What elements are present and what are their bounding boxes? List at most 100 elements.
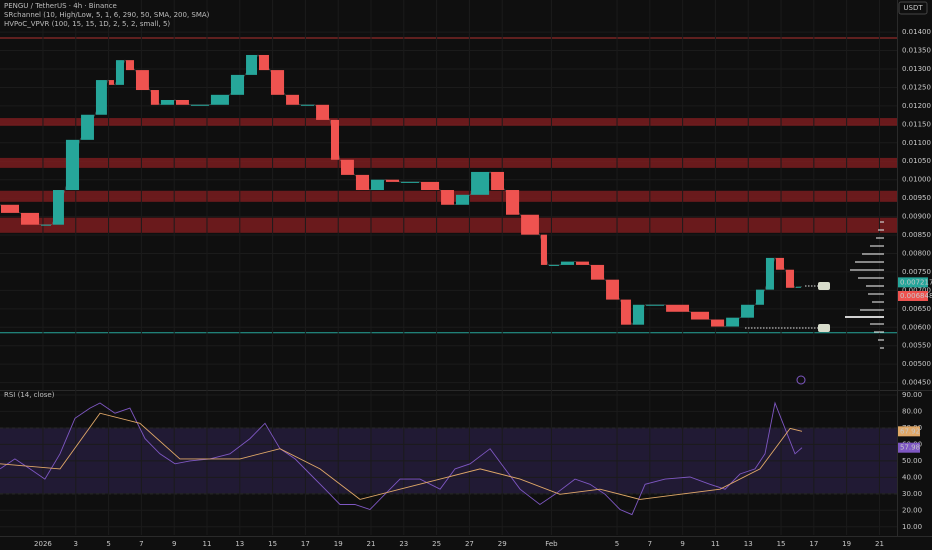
x-tick-label: Feb [545,540,558,548]
y-tick-label: 0.00650 [902,305,931,313]
candle [125,60,134,71]
candle [270,70,285,95]
candle [341,159,354,175]
candle [230,74,245,95]
candle [355,174,370,191]
x-tick-label: 15 [268,540,277,548]
candle [385,179,400,182]
currency-label[interactable]: USDT [903,4,923,12]
candle [666,304,690,312]
candle [41,224,51,226]
candle [160,99,175,105]
candle [471,171,490,195]
candle [646,304,665,306]
x-tick-label: 29 [498,540,507,548]
y-tick-label: 20.00 [902,506,922,514]
sr-zone [0,217,897,233]
candle [371,179,384,191]
candle [620,299,631,325]
x-tick-label: 11 [711,540,720,548]
x-tick-label: 7 [648,540,652,548]
currency-button[interactable] [898,1,928,15]
candle [455,194,470,205]
x-tick-label: 15 [777,540,786,548]
y-tick-label: 0.00550 [902,342,931,350]
candle [300,104,315,106]
y-tick-label: 0.01300 [902,65,931,73]
x-tick-label: 21 [875,540,884,548]
poc-markers [745,282,830,385]
candle [52,190,64,225]
x-tick-label: 7 [139,540,143,548]
candle [540,234,547,265]
price-label: 0.007217 [900,278,932,286]
candle [441,190,454,205]
candle [108,80,114,85]
last-value-box [898,442,920,453]
candle [316,104,329,120]
price-label: 0.006848 [900,292,932,300]
last-value-label: 57.98 [900,444,920,452]
y-tick-label: 0.00450 [902,379,931,387]
candle [176,99,189,105]
candle [590,264,605,280]
volume-profile [845,221,884,349]
rsi-line [0,412,803,500]
x-tick-label: 11 [203,540,212,548]
y-tick-label: 0.00900 [902,213,931,221]
candle [115,60,124,85]
candle [190,104,209,106]
x-tick-label: 17 [809,540,818,548]
candle [286,94,299,105]
y-tick-label: 0.00850 [902,231,931,239]
y-tick-label: 80.00 [902,407,922,415]
candle [548,264,559,266]
x-tick-label: 13 [235,540,244,548]
candle [560,261,575,265]
candle [775,257,784,270]
candle [1,204,20,213]
x-tick-label: 17 [301,540,310,548]
sr-zone [0,118,897,126]
candle [421,181,440,191]
y-tick-label: 90.00 [902,391,922,399]
indicator-label: HVPoC_VPVR (100, 15, 15, 1D, 2, 5, 2, sm… [4,20,170,28]
x-tick-label: 27 [465,540,474,548]
candle [21,212,40,225]
candle [606,279,619,300]
y-tick-label: 0.01250 [902,83,931,91]
x-tick-label: 23 [399,540,408,548]
sr-zone [0,157,897,168]
y-tick-label: 0.01000 [902,176,931,184]
y-tick-label: 50.00 [902,457,922,465]
x-tick-label: 5 [615,540,619,548]
x-tick-label: 19 [334,540,343,548]
y-tick-label: 0.01050 [902,157,931,165]
x-tick-label: 3 [74,540,78,548]
y-tick-label: 0.00500 [902,360,931,368]
candle [711,319,725,327]
x-tick-label: 19 [842,540,851,548]
candle [521,214,539,235]
rsi-title: RSI (14, close) [4,391,55,399]
candle [576,261,589,265]
candle [65,139,80,191]
price-label-box [898,277,928,288]
y-tick-label: 0.01400 [902,28,931,36]
candle [401,181,420,183]
candle [81,114,94,140]
y-tick-label: 40.00 [902,473,922,481]
candle [210,94,229,105]
y-tick-label: 0.00800 [902,249,931,257]
candle [632,304,645,325]
x-tick-label: 2026 [34,540,52,548]
x-tick-label: 9 [680,540,684,548]
candle [691,311,710,320]
last-value-label: 67.92 [900,427,920,435]
y-tick-label: 0.00600 [902,323,931,331]
x-tick-label: 5 [106,540,110,548]
y-tick-label: 0.01200 [902,102,931,110]
candle [135,70,149,91]
candle [150,90,159,105]
